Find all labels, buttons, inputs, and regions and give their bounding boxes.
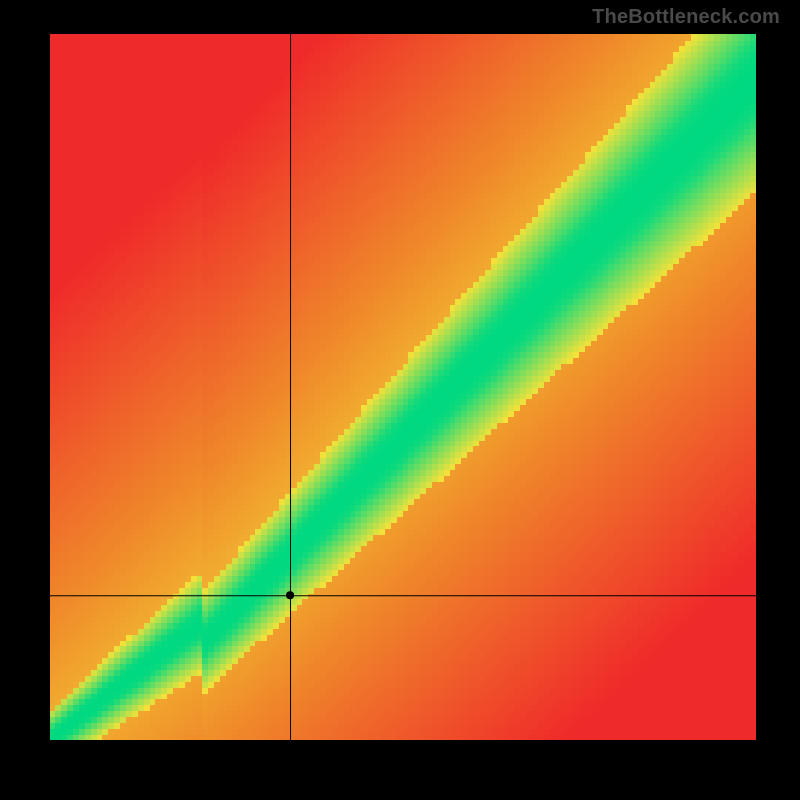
chart-frame: { "watermark": { "text": "TheBottleneck.…	[0, 0, 800, 800]
watermark-text: TheBottleneck.com	[592, 6, 780, 29]
bottleneck-heatmap	[50, 34, 756, 740]
